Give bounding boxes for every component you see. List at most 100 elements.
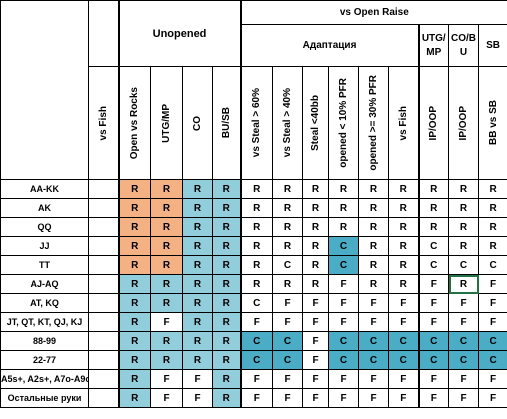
action-cell: F [272, 388, 304, 408]
action-cell: R [239, 255, 274, 275]
action-cell: R [417, 179, 450, 199]
action-cell: C [448, 331, 480, 351]
action-cell: F [150, 369, 183, 389]
action-cell: R [117, 179, 151, 199]
row-label: 88-99 [0, 331, 89, 351]
action-cell: F [358, 369, 390, 389]
action-cell: C [448, 255, 480, 275]
blank-cell [88, 217, 119, 237]
action-cell: R [388, 255, 420, 275]
action-cell: F [478, 293, 507, 313]
action-cell: R [478, 179, 507, 199]
column-label: UTG/MP [161, 103, 172, 143]
action-cell: R [150, 293, 183, 313]
action-cell: R [117, 388, 151, 408]
action-cell: R [211, 331, 242, 351]
action-cell: F [478, 369, 507, 389]
action-cell: R [150, 217, 183, 237]
action-cell: R [417, 198, 450, 218]
action-cell: R [211, 217, 242, 237]
action-cell: R [302, 179, 330, 199]
column-label: BU/SB [220, 107, 232, 139]
blank-cell [88, 388, 119, 408]
action-cell: F [328, 388, 360, 408]
row-label: 22-77 [0, 350, 89, 370]
action-cell: F [417, 369, 450, 389]
action-cell: R [150, 198, 183, 218]
action-cell: F [328, 369, 360, 389]
action-cell: C [239, 331, 274, 351]
blank-cell [88, 236, 119, 256]
action-cell: C [328, 236, 360, 256]
action-cell: R [388, 179, 420, 199]
action-cell: R [478, 236, 507, 256]
blank-cell [88, 255, 119, 275]
blank-cell [88, 331, 119, 351]
corner-cell [0, 0, 89, 180]
action-cell: R [211, 255, 242, 275]
action-cell: R [388, 236, 420, 256]
action-cell: F [239, 312, 274, 332]
action-cell: R [182, 312, 213, 332]
action-cell: F [182, 369, 213, 389]
action-cell: C [388, 331, 420, 351]
action-cell: R [182, 179, 213, 199]
action-cell: R [239, 198, 274, 218]
row-label: JT, QT, KT, QJ, KJ [0, 312, 89, 332]
header-row: Unopened vs Open Raise [0, 0, 507, 180]
action-cell: R [182, 198, 213, 218]
row-label: A5s+, A2s+, A7o-A9o [0, 369, 89, 389]
action-cell: R [478, 198, 507, 218]
column-label: BB vs SB [487, 100, 499, 146]
action-cell: R [211, 198, 242, 218]
action-cell: F [448, 369, 480, 389]
column-label: CO [192, 115, 203, 131]
blank-cell [88, 350, 119, 370]
column-header: vs Fish [88, 66, 119, 180]
action-cell: R [388, 217, 420, 237]
group-header: Unopened [117, 0, 242, 67]
data-row: JJ R R R R R R R C R R C R R [0, 236, 507, 256]
row-label: TT [0, 255, 89, 275]
column-label: Open vs Rocks [129, 86, 141, 160]
blank-cell [88, 0, 119, 67]
action-cell: C [478, 331, 507, 351]
action-cell: R [211, 236, 242, 256]
header-row: Адаптация UTG/MP CO/BU SB [1, 24, 507, 67]
action-cell: F [272, 312, 304, 332]
action-cell: R [150, 331, 183, 351]
column-header: BU/SB [211, 66, 242, 180]
action-cell: R [388, 274, 420, 294]
action-cell: R [448, 198, 480, 218]
data-row: AJ-AQ R R R R R R R F R R F R F [0, 274, 507, 294]
action-cell: R [239, 217, 274, 237]
action-cell: R [358, 198, 390, 218]
column-label: vs Steal > 40% [282, 88, 294, 158]
action-cell: R [302, 217, 330, 237]
action-cell: F [328, 293, 360, 313]
action-cell: F [478, 274, 507, 294]
column-header: Open vs Rocks [117, 66, 151, 180]
blank-cell [88, 198, 119, 218]
action-cell: C [417, 350, 450, 370]
column-header: IP/OOP [417, 66, 450, 180]
action-cell: R [302, 255, 330, 275]
action-cell: F [302, 369, 330, 389]
action-cell: R [211, 369, 242, 389]
action-cell: R [302, 198, 330, 218]
action-cell: C [358, 350, 390, 370]
header-row: vs Fish Open vs Rocks UTG/MP CO BU/SB vs Ste… [1, 66, 507, 180]
column-header: opened < 10% PFR [328, 66, 360, 180]
action-cell: F [478, 312, 507, 332]
data-row: AT, KQ R R R R C F F F F F F F F [0, 293, 507, 313]
action-cell: R [211, 388, 242, 408]
action-cell: R [182, 293, 213, 313]
action-cell: C [239, 293, 274, 313]
action-cell: R [358, 217, 390, 237]
action-cell: C [478, 255, 507, 275]
action-cell: F [272, 293, 304, 313]
column-header: CO [182, 66, 213, 180]
action-cell: R [448, 274, 480, 294]
action-cell: C [328, 350, 360, 370]
action-cell: F [182, 388, 213, 408]
